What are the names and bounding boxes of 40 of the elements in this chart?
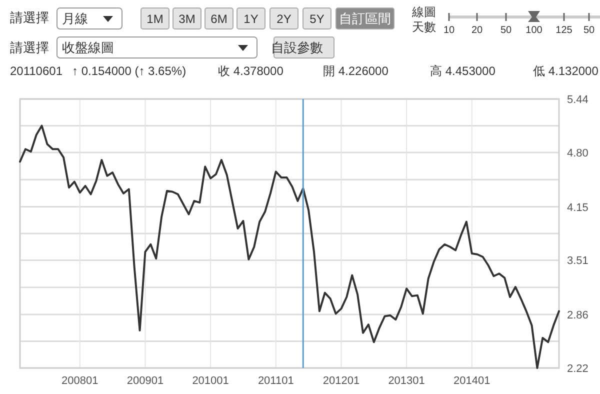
text: 10 xyxy=(443,25,455,36)
text: ↑ 0.154000 (↑ 3.65%) xyxy=(72,64,186,78)
x-tick-label: 201401 xyxy=(454,375,490,387)
text: 線圖 xyxy=(411,5,436,19)
text: 125 xyxy=(556,25,573,36)
y-tick-label: 5.44 xyxy=(567,94,588,106)
text: 100 xyxy=(526,25,543,36)
text: 5Y xyxy=(310,12,324,26)
text: 天數 xyxy=(412,20,436,34)
y-tick-label: 4.15 xyxy=(567,202,588,214)
x-tick-label: 200801 xyxy=(62,375,98,387)
y-tick-label: 2.86 xyxy=(567,310,588,322)
x-tick-label: 201301 xyxy=(388,375,425,387)
text: 1M xyxy=(146,12,164,26)
text: 1Y xyxy=(244,12,258,26)
y-tick-label: 2.22 xyxy=(567,363,588,375)
text: 低 4.132000 xyxy=(533,64,599,78)
text: 收盤線圖 xyxy=(62,40,114,55)
y-tick-label: 4.80 xyxy=(567,147,588,160)
text: 50 xyxy=(500,25,512,36)
line-series xyxy=(19,124,560,369)
text: 20110601 xyxy=(10,64,63,78)
text: 收 4.378000 xyxy=(218,64,284,78)
text: 20 xyxy=(471,25,483,36)
x-tick-label: 201201 xyxy=(322,375,360,387)
y-tick-label: 3.51 xyxy=(567,255,588,268)
text: 請選擇 xyxy=(10,10,49,25)
text: 3M xyxy=(178,12,196,26)
text: 開 4.226000 xyxy=(323,64,389,78)
text: 2Y xyxy=(276,12,292,26)
text: 50 xyxy=(583,25,595,36)
text: 月線 xyxy=(62,11,88,26)
text: 6M xyxy=(210,12,228,26)
text: 請選擇 xyxy=(10,40,49,55)
text: 高 4.453000 xyxy=(430,64,496,78)
x-tick-label: 201101 xyxy=(258,375,294,387)
x-tick-label: 201001 xyxy=(192,375,229,387)
text: 自設參數 xyxy=(271,40,323,55)
x-tick-label: 200901 xyxy=(126,375,164,387)
text: 自訂區間 xyxy=(339,11,391,26)
